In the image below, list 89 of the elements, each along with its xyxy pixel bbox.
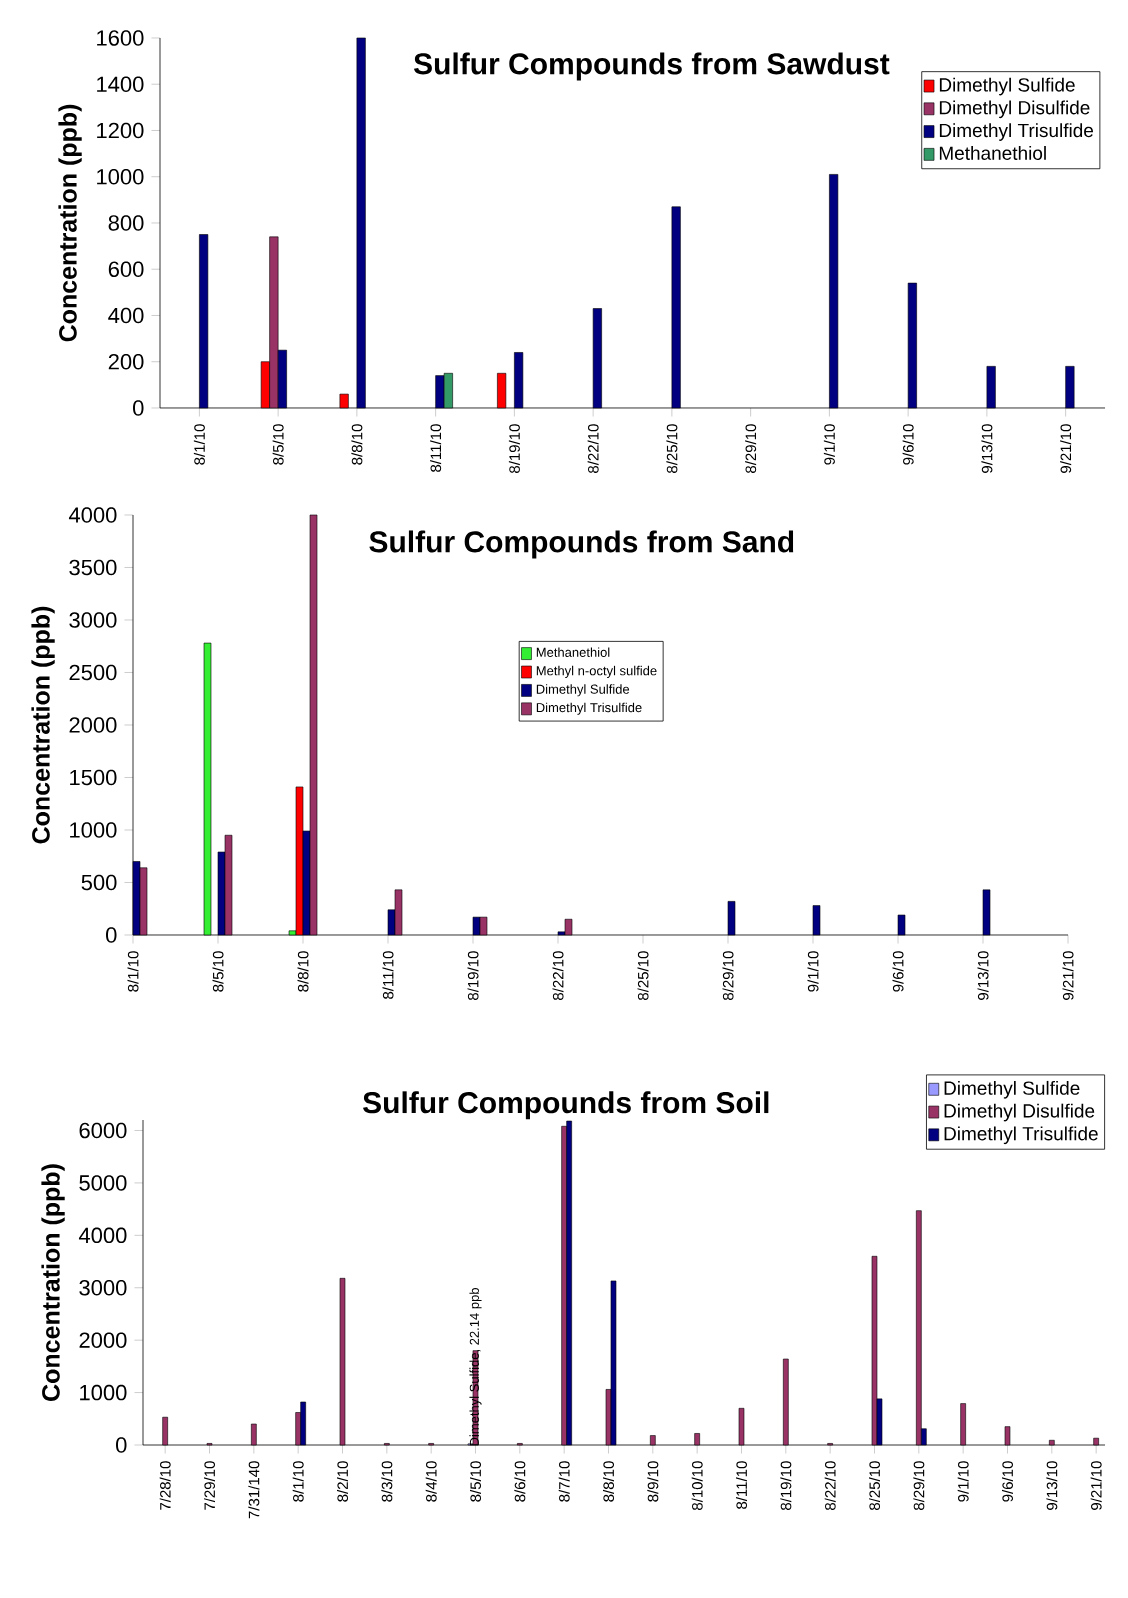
x-tick-label: 8/25/10 [666, 424, 678, 473]
y-tick-label: 2000 [79, 1332, 127, 1348]
y-tick-label: 800 [108, 215, 144, 231]
x-tick-label: 8/8/10 [603, 1461, 615, 1502]
y-tick-label: 2500 [69, 664, 117, 681]
y-tick-label: 1000 [80, 1384, 127, 1401]
y-tick-label: 0 [106, 927, 117, 943]
y-tick-label: 3000 [79, 1279, 127, 1296]
y-tick-label: 4000 [68, 507, 117, 523]
x-tick-label: 8/5/10 [212, 951, 224, 992]
x-tick-label: 8/19/10 [780, 1461, 792, 1510]
x-tick-label: 8/10/10 [691, 1461, 703, 1510]
legend-label: Dimethyl Sulfide [536, 684, 630, 697]
x-tick-label: 9/21/10 [1090, 1461, 1102, 1510]
x-tick-label: 8/5/10 [470, 1461, 482, 1502]
x-tick-label: 8/1/10 [127, 951, 139, 992]
x-tick-label: 9/1/10 [823, 424, 835, 465]
y-axis-title: Concentration (ppb) [31, 606, 55, 844]
x-tick-label: 8/8/10 [297, 951, 309, 992]
legend-label: Dimethyl Trisulfide [536, 702, 642, 715]
chart-title: Sulfur Compounds from Sand [369, 530, 794, 559]
y-tick-label: 0 [116, 1437, 127, 1453]
y-tick-label: 1600 [97, 30, 144, 46]
x-tick-label: 8/5/10 [272, 424, 284, 465]
y-tick-label: 6000 [79, 1122, 127, 1139]
x-tick-label: 8/22/10 [587, 424, 599, 473]
x-tick-label: 7/28/10 [159, 1461, 171, 1510]
x-tick-label: 9/13/10 [977, 951, 989, 1000]
y-tick-label: 3000 [69, 612, 117, 628]
legend-label: Dimethyl Sulfide [944, 1080, 1080, 1099]
legend-label: Dimethyl Trisulfide [944, 1126, 1098, 1145]
legend-label: Dimethyl Trisulfide [939, 123, 1094, 141]
y-tick-label: 400 [108, 307, 144, 324]
x-tick-label: 7/31/140 [248, 1461, 260, 1519]
y-tick-label: 500 [81, 874, 117, 891]
x-tick-label: 8/19/10 [467, 951, 479, 1000]
annotation: Dimethyl Sulfide, 22.14 ppb [469, 1288, 482, 1446]
legend-label: Methanethiol [536, 647, 610, 657]
x-tick-label: 8/25/10 [637, 951, 649, 1000]
y-tick-label: 0 [133, 400, 144, 416]
y-tick-label: 3500 [69, 559, 117, 576]
x-tick-label: 8/11/10 [430, 424, 442, 472]
x-tick-label: 8/8/10 [351, 424, 363, 465]
x-tick-label: 9/21/10 [1062, 951, 1074, 1000]
x-tick-label: 8/25/10 [868, 1461, 880, 1510]
x-tick-label: 8/7/10 [558, 1461, 570, 1502]
x-tick-label: 8/2/10 [337, 1461, 349, 1502]
x-tick-label: 7/29/10 [204, 1461, 216, 1510]
x-tick-label: 9/1/10 [807, 951, 819, 992]
chart-title: Sulfur Compounds from Soil [363, 1091, 769, 1120]
x-tick-label: 8/3/10 [381, 1461, 393, 1502]
x-tick-label: 8/1/10 [292, 1461, 304, 1502]
x-tick-label: 8/6/10 [514, 1461, 526, 1502]
legend-label: Dimethyl Sulfide [939, 77, 1075, 96]
y-tick-label: 1000 [97, 168, 144, 185]
y-tick-label: 600 [108, 261, 144, 278]
y-tick-label: 1500 [70, 769, 117, 786]
y-tick-label: 200 [108, 353, 144, 370]
y-tick-label: 2000 [69, 717, 117, 733]
x-tick-label: 8/1/10 [193, 424, 205, 465]
chart-title: Sulfur Compounds from Sawdust [413, 52, 890, 81]
x-tick-label: 8/9/10 [647, 1461, 659, 1502]
legend-label: Methyl n-octyl sulfide [536, 665, 657, 678]
legend-label: Dimethyl Disulfide [939, 100, 1090, 119]
x-tick-label: 8/19/10 [508, 424, 520, 473]
x-tick-label: 8/29/10 [913, 1461, 925, 1510]
x-tick-label: 9/6/10 [892, 951, 904, 992]
x-tick-label: 9/13/10 [981, 424, 993, 473]
legend-label: Methanethiol [939, 145, 1046, 160]
y-axis-title: Concentration (ppb) [58, 104, 82, 342]
x-tick-label: 8/11/10 [736, 1461, 748, 1509]
x-tick-label: 8/22/10 [552, 951, 564, 1000]
x-tick-label: 8/29/10 [745, 424, 757, 473]
x-tick-label: 9/6/10 [1001, 1461, 1013, 1502]
x-tick-label: 8/4/10 [425, 1461, 437, 1502]
x-tick-label: 8/22/10 [824, 1461, 836, 1510]
legend-label: Dimethyl Disulfide [944, 1103, 1095, 1122]
x-tick-label: 9/21/10 [1060, 424, 1072, 473]
x-tick-label: 8/29/10 [722, 951, 734, 1000]
y-tick-label: 1400 [97, 76, 144, 93]
y-tick-label: 1000 [70, 822, 117, 838]
x-tick-label: 9/6/10 [902, 424, 914, 465]
y-tick-label: 1200 [97, 122, 144, 139]
y-tick-label: 4000 [78, 1227, 127, 1244]
x-tick-label: 9/1/10 [957, 1461, 969, 1502]
y-tick-label: 5000 [79, 1175, 127, 1191]
x-tick-label: 9/13/10 [1046, 1461, 1058, 1510]
y-axis-title: Concentration (ppb) [41, 1164, 65, 1401]
x-tick-label: 8/11/10 [382, 951, 394, 999]
